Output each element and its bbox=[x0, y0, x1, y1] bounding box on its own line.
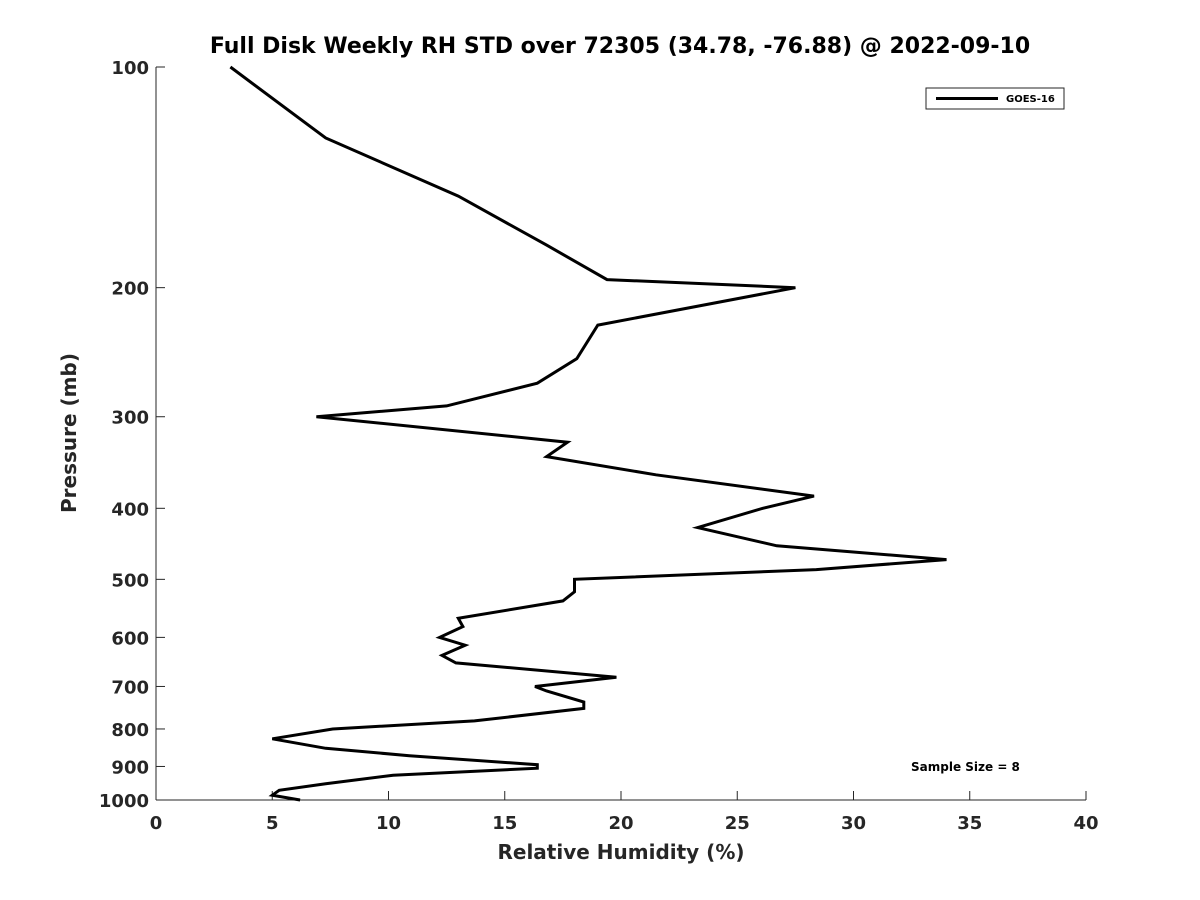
legend-label-goes-16: GOES-16 bbox=[1006, 94, 1055, 105]
y-tick-label: 100 bbox=[111, 58, 149, 79]
x-tick-label: 35 bbox=[957, 813, 982, 834]
y-tick-label: 900 bbox=[111, 757, 149, 778]
x-tick-label: 0 bbox=[150, 813, 163, 834]
y-tick-label: 300 bbox=[111, 408, 149, 429]
y-tick-label: 200 bbox=[111, 279, 149, 300]
x-tick-label: 25 bbox=[725, 813, 750, 834]
y-tick-label: 500 bbox=[111, 570, 149, 591]
x-tick-label: 10 bbox=[376, 813, 401, 834]
y-axis-label: Pressure (mb) bbox=[57, 353, 81, 513]
x-axis-ticks: 0 5 10 15 20 25 30 35 40 bbox=[150, 791, 1099, 834]
plot-area bbox=[155, 67, 1086, 801]
y-axis-ticks: 100 200 300 400 500 600 700 800 900 1000 bbox=[99, 58, 165, 812]
x-axis-label: Relative Humidity (%) bbox=[497, 840, 744, 864]
legend: GOES-16 bbox=[925, 87, 1065, 110]
y-tick-label: 1000 bbox=[99, 791, 149, 812]
x-tick-label: 5 bbox=[266, 813, 279, 834]
series-line-goes-16 bbox=[229, 65, 947, 802]
y-tick-label: 600 bbox=[111, 628, 149, 649]
x-tick-label: 15 bbox=[492, 813, 517, 834]
y-tick-label: 800 bbox=[111, 720, 149, 741]
y-tick-label: 400 bbox=[111, 499, 149, 520]
sample-size-annotation: Sample Size = 8 bbox=[911, 760, 1020, 774]
x-tick-label: 20 bbox=[608, 813, 633, 834]
y-tick-label: 700 bbox=[111, 677, 149, 698]
chart-title: Full Disk Weekly RH STD over 72305 (34.7… bbox=[210, 34, 1030, 59]
x-tick-label: 40 bbox=[1073, 813, 1098, 834]
x-tick-label: 30 bbox=[841, 813, 866, 834]
